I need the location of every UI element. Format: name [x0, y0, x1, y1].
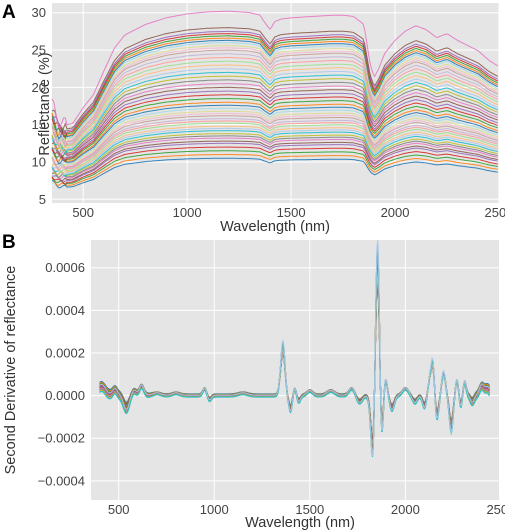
series-line-a	[51, 27, 499, 133]
series-line-a	[51, 35, 499, 140]
series-line-a	[51, 107, 498, 166]
series-line-a	[51, 94, 498, 163]
series-line-a	[51, 115, 498, 171]
series-line-a	[51, 57, 499, 148]
x-tick-label: 1500	[277, 205, 306, 220]
series-line-a	[51, 113, 498, 169]
series-line-a	[51, 37, 499, 137]
x-tick-label: 2500	[485, 205, 505, 220]
series-group-b	[99, 239, 490, 457]
series-line-a	[51, 53, 499, 146]
x-tick-label: 500	[72, 205, 94, 220]
series-line-a	[51, 79, 498, 155]
series-line-a	[51, 90, 498, 161]
series-line-a	[51, 135, 498, 179]
y-tick-label: 0.0006	[45, 260, 85, 275]
series-line-a	[51, 122, 498, 173]
series-line-a	[51, 142, 498, 183]
series-line-a	[51, 130, 498, 178]
series-line-a	[51, 39, 499, 141]
series-line-a	[51, 101, 498, 162]
series-line-a	[51, 120, 498, 171]
series-line-a	[51, 137, 498, 180]
series-line-a	[51, 118, 498, 169]
x-tick-label: 1000	[200, 502, 229, 517]
series-line-a	[51, 97, 498, 163]
series-line-a	[52, 30, 499, 136]
series-line-a	[51, 75, 498, 155]
ticks-a: 500 1000 1500 2000 2500 5 10 15 20 25 30	[32, 5, 505, 220]
series-line-a	[51, 42, 499, 142]
series-line-a	[51, 146, 498, 185]
x-tick-label: 1000	[173, 205, 202, 220]
y-tick-label: 20	[32, 80, 46, 95]
y-tick-label: 10	[32, 154, 46, 169]
x-axis-label-a: Wavelength (nm)	[220, 219, 330, 235]
x-tick-label: 1500	[295, 502, 324, 517]
series-line-b	[99, 239, 490, 457]
x-tick-label: 2500	[486, 502, 505, 517]
y-axis-label-a: Reflectance (%)	[37, 52, 53, 155]
panel-b-label: B	[2, 232, 16, 253]
series-line-a	[51, 47, 499, 146]
x-axis-label-b: Wavelength (nm)	[245, 515, 355, 531]
plot-area-b	[91, 240, 499, 500]
series-group-a	[51, 10, 499, 189]
series-line-a	[51, 140, 498, 182]
series-line-a	[51, 104, 498, 165]
series-line-a	[51, 49, 499, 148]
x-tick-label: 500	[108, 502, 130, 517]
series-line-a	[51, 125, 498, 175]
y-tick-label: 25	[32, 43, 46, 58]
x-tick-label: 2000	[381, 205, 410, 220]
series-line-a	[51, 68, 499, 154]
series-line-a	[51, 44, 499, 144]
y-tick-label: −0.0002	[38, 431, 85, 446]
series-line-a	[51, 150, 498, 186]
series-line-a	[51, 71, 498, 156]
series-line-a	[51, 86, 498, 159]
y-tick-label: 0.0002	[45, 345, 85, 360]
y-tick-label: −0.0004	[38, 473, 85, 488]
series-line-a	[51, 157, 498, 189]
series-line-a	[51, 33, 499, 138]
y-tick-label: 5	[39, 192, 46, 207]
y-tick-label: 15	[32, 117, 46, 132]
y-tick-label: 0.0000	[45, 388, 85, 403]
y-tick-label: 0.0004	[45, 303, 85, 318]
series-line-a	[51, 10, 499, 129]
x-tick-label: 2000	[391, 502, 420, 517]
series-line-a	[51, 133, 498, 177]
y-axis-label-b: Second Derivative of reflectance	[3, 266, 19, 475]
series-line-a	[51, 60, 499, 150]
series-line-a	[51, 154, 498, 187]
grid-a	[52, 3, 500, 203]
panel-a-label: A	[2, 2, 16, 23]
series-line-a	[51, 127, 498, 176]
series-line-a	[51, 83, 498, 157]
ticks-b: 500 1000 1500 2000 2500 −0.0004 −0.0002 0.0000 0…	[38, 260, 505, 517]
series-line-a	[51, 110, 498, 168]
series-line-a	[51, 64, 499, 152]
y-tick-label: 30	[32, 5, 46, 20]
